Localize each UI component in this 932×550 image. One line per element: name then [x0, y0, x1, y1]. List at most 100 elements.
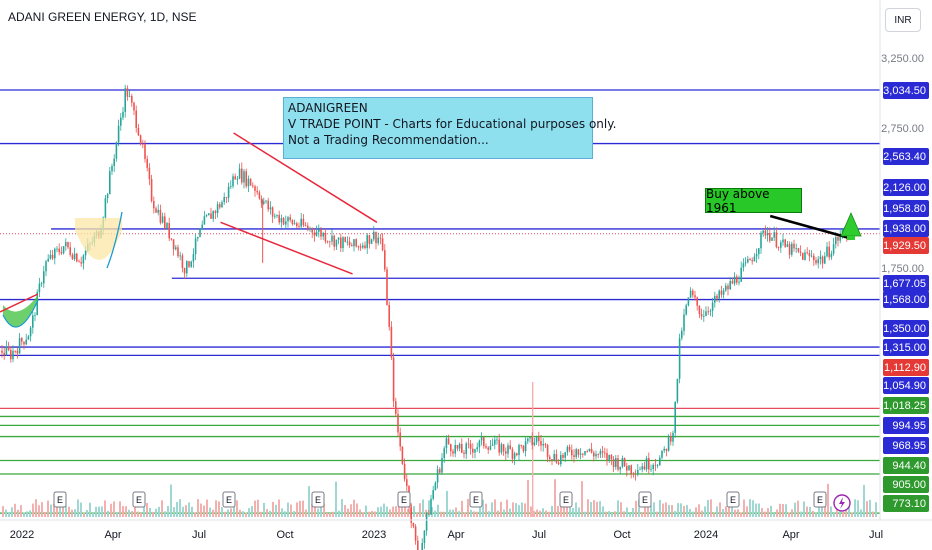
volume-bar [293, 511, 295, 517]
candle-body [579, 453, 582, 455]
price-label-text: 994.95 [892, 420, 926, 432]
candle-body [12, 350, 14, 360]
volume-bar [422, 499, 424, 517]
candle-body [678, 338, 681, 379]
price-label-badge [883, 275, 929, 292]
candle-body [516, 453, 518, 456]
volume-bar [608, 511, 610, 517]
price-tick-label: 3,250.00 [881, 53, 924, 65]
candle-body [357, 246, 360, 248]
candle-body [421, 543, 423, 550]
candle-body [804, 252, 806, 260]
candle-body [168, 223, 170, 239]
currency-selector[interactable]: INR [885, 8, 921, 32]
volume-bar [80, 502, 82, 517]
candle-body [227, 186, 230, 198]
volume-bar [518, 505, 520, 517]
candle-body [784, 239, 786, 247]
candle-body [417, 540, 419, 550]
volume-bar [122, 506, 124, 517]
candle-body [397, 413, 399, 433]
candle-body [276, 214, 278, 216]
candle-body [29, 327, 32, 337]
candle-body [157, 209, 159, 213]
price-label-text: 1,112.90 [884, 362, 926, 374]
volume-bar [83, 512, 85, 517]
candle-body [137, 127, 140, 136]
candle-body [430, 498, 432, 515]
candle-body [810, 255, 813, 257]
price-label-badge [883, 339, 929, 356]
candle-body [689, 290, 692, 298]
volume-bar [251, 506, 253, 517]
price-label-text: 1,938.00 [883, 223, 926, 235]
volume-bar [821, 499, 823, 517]
candle-body [788, 244, 791, 255]
volume-bar [284, 511, 286, 517]
candle-body [197, 236, 199, 239]
volume-bar [860, 509, 862, 517]
candle-body [795, 248, 797, 249]
time-tick-label: 2023 [362, 529, 386, 541]
volume-bar [395, 506, 397, 517]
candle-body [278, 214, 280, 223]
candle-body [142, 143, 144, 145]
volume-bar [5, 509, 7, 517]
volume-bar [470, 509, 472, 517]
candle-body [190, 261, 192, 267]
candle-body [40, 283, 43, 285]
candle-body [639, 469, 641, 471]
volume-bar [521, 502, 523, 517]
volume-bar [113, 501, 115, 517]
price-label-text: 1,677.05 [883, 278, 926, 290]
candle-body [560, 454, 562, 465]
candle-body [740, 267, 742, 282]
volume-bar [704, 506, 706, 517]
earnings-marker [311, 491, 325, 508]
price-label-badge [883, 82, 929, 99]
candle-body [764, 230, 767, 236]
candle-body [500, 444, 503, 453]
candle-body [205, 215, 208, 217]
price-label-text: 773.10 [892, 498, 926, 510]
price-label-text: 1,018.25 [883, 400, 926, 412]
volume-bar [53, 503, 55, 517]
volume-bar [698, 504, 700, 517]
candle-body [368, 235, 371, 244]
candle-body [465, 443, 467, 455]
candle-body [733, 276, 736, 284]
candle-body [535, 437, 538, 443]
candle-body [131, 96, 133, 103]
volume-bar [653, 502, 655, 517]
volume-bar [68, 506, 70, 517]
candle-body [623, 458, 626, 467]
volume-bar [302, 500, 304, 517]
candle-body [38, 283, 41, 293]
volume-bar [404, 502, 406, 517]
note-annotation[interactable]: ADANIGREEN V TRADE POINT - Charts for Ed… [283, 97, 616, 159]
candle-body [45, 261, 47, 272]
earnings-marker-label: E [473, 495, 479, 505]
candle-body [696, 297, 698, 306]
volume-bar [620, 502, 622, 517]
candle-body [1, 350, 3, 353]
buy-annotation[interactable]: Buy above 1961 [705, 187, 802, 215]
volume-bar [674, 511, 676, 517]
volume-bar [44, 511, 46, 517]
candle-body [410, 507, 412, 523]
candle-body [348, 241, 351, 246]
price-label-badge [883, 457, 929, 474]
candle-body [384, 250, 386, 270]
candle-body [27, 336, 30, 340]
candle-body [707, 311, 709, 313]
earnings-marker [726, 491, 740, 508]
candle-body [208, 213, 210, 216]
volume-bar [59, 507, 61, 517]
volume-bar [116, 511, 118, 517]
volume-bar [377, 507, 379, 517]
candle-body [10, 349, 12, 360]
candle-body [700, 314, 703, 317]
candle-body [531, 436, 533, 445]
volume-bar [506, 499, 508, 517]
